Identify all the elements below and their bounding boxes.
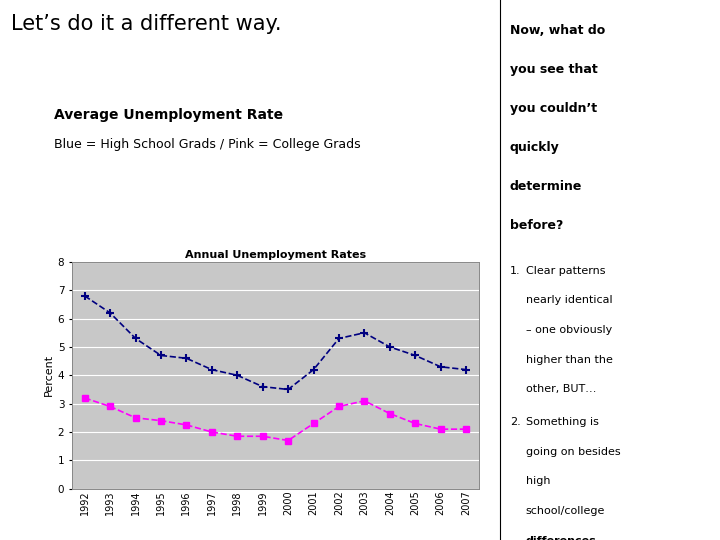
Text: you see that: you see that [510,63,598,76]
Text: going on besides: going on besides [526,447,620,457]
Text: Clear patterns: Clear patterns [526,266,605,276]
Text: Now, what do: Now, what do [510,24,605,37]
Text: other, BUT…: other, BUT… [526,384,596,395]
Text: 2.: 2. [510,417,521,427]
Text: Average Unemployment Rate: Average Unemployment Rate [54,108,283,122]
Text: Let’s do it a different way.: Let’s do it a different way. [11,14,282,33]
Text: 1.: 1. [510,266,521,276]
Text: quickly: quickly [510,141,559,154]
Text: you couldn’t: you couldn’t [510,102,597,115]
Text: nearly identical: nearly identical [526,295,612,306]
Text: Blue = High School Grads / Pink = College Grads: Blue = High School Grads / Pink = Colleg… [54,138,361,151]
Text: Something is: Something is [526,417,598,427]
Text: school/college: school/college [526,506,605,516]
Y-axis label: Percent: Percent [44,354,53,396]
Text: high: high [526,476,550,487]
Text: before?: before? [510,219,563,232]
Title: Annual Unemployment Rates: Annual Unemployment Rates [185,249,366,260]
Text: differences: differences [526,536,596,540]
Text: higher than the: higher than the [526,355,613,365]
Text: – one obviously: – one obviously [526,325,612,335]
Text: determine: determine [510,180,582,193]
